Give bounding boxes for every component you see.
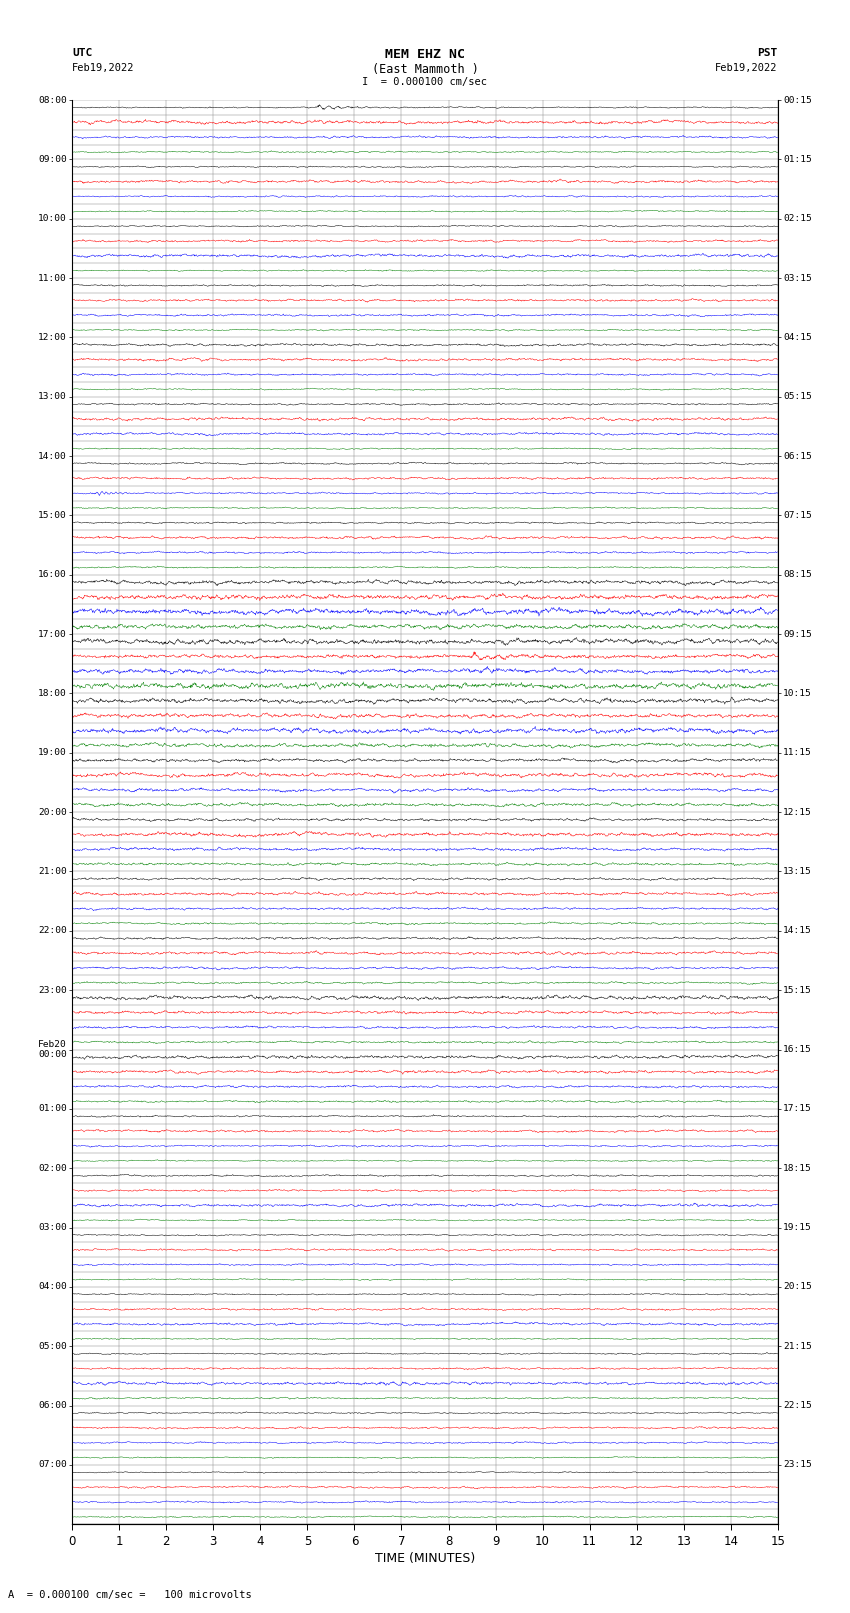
Text: Feb19,2022: Feb19,2022 [715, 63, 778, 73]
Text: PST: PST [757, 48, 778, 58]
Text: Feb19,2022: Feb19,2022 [72, 63, 135, 73]
Text: UTC: UTC [72, 48, 93, 58]
X-axis label: TIME (MINUTES): TIME (MINUTES) [375, 1552, 475, 1565]
Text: A  = 0.000100 cm/sec =   100 microvolts: A = 0.000100 cm/sec = 100 microvolts [8, 1590, 252, 1600]
Text: MEM EHZ NC: MEM EHZ NC [385, 48, 465, 61]
Text: I  = 0.000100 cm/sec: I = 0.000100 cm/sec [362, 77, 488, 87]
Text: (East Mammoth ): (East Mammoth ) [371, 63, 479, 76]
